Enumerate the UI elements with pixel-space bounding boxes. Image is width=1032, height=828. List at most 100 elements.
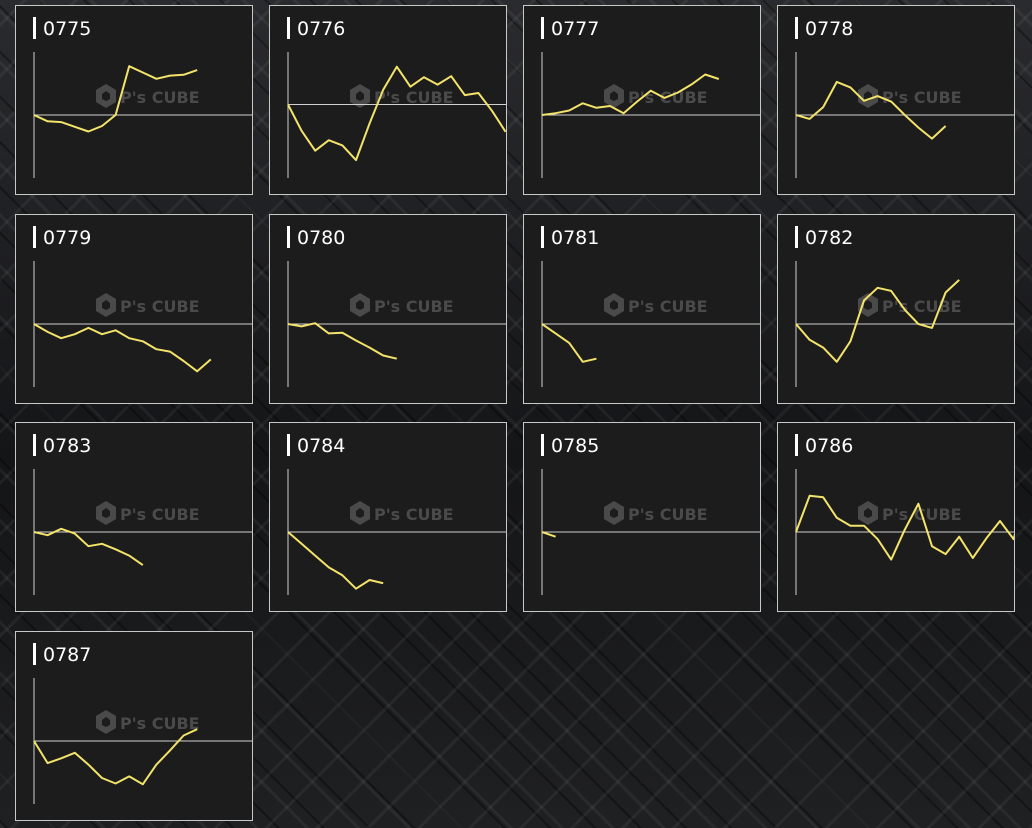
chart-title: 0781	[551, 227, 600, 249]
watermark-brand: P's CUBE	[120, 714, 200, 733]
line-chart: P's CUBE	[33, 261, 252, 387]
watermark: P's CUBE	[350, 84, 454, 108]
title-accent-bar	[287, 226, 290, 248]
chart-panel[interactable]: 0787 P's CUBE	[15, 631, 253, 821]
chart-panel[interactable]: 0783 P's CUBE	[15, 422, 253, 612]
watermark: P's CUBE	[858, 84, 962, 108]
chart-panel[interactable]: 0777 P's CUBE	[523, 5, 761, 195]
line-chart: P's CUBE	[33, 52, 252, 178]
chart-title: 0780	[297, 227, 346, 249]
watermark-brand: P's CUBE	[882, 297, 962, 316]
chart-title: 0777	[551, 18, 600, 40]
watermark: P's CUBE	[350, 501, 454, 525]
cube-logo-icon	[350, 84, 370, 108]
line-chart: P's CUBE	[795, 261, 1014, 387]
chart-title: 0775	[43, 18, 92, 40]
title-accent-bar	[541, 434, 544, 456]
watermark: P's CUBE	[858, 293, 962, 317]
cube-logo-icon	[858, 84, 878, 108]
cube-logo-icon	[350, 293, 370, 317]
chart-panel[interactable]: 0786 P's CUBE	[777, 422, 1015, 612]
watermark: P's CUBE	[96, 710, 200, 734]
title-accent-bar	[33, 17, 36, 39]
cube-logo-icon	[350, 501, 370, 525]
watermark-brand: P's CUBE	[628, 505, 708, 524]
chart-title: 0779	[43, 227, 92, 249]
data-line	[541, 323, 597, 363]
data-line	[287, 531, 384, 590]
title-accent-bar	[33, 434, 36, 456]
chart-panel[interactable]: 0782 P's CUBE	[777, 214, 1015, 404]
title-accent-bar	[541, 17, 544, 39]
title-accent-bar	[795, 226, 798, 248]
title-accent-bar	[287, 17, 290, 39]
cube-logo-icon	[604, 293, 624, 317]
chart-panel[interactable]: 0780 P's CUBE	[269, 214, 507, 404]
title-accent-bar	[287, 434, 290, 456]
watermark-brand: P's CUBE	[374, 88, 454, 107]
line-chart: P's CUBE	[287, 52, 506, 178]
watermark-brand: P's CUBE	[374, 505, 454, 524]
watermark-brand: P's CUBE	[374, 297, 454, 316]
data-line	[795, 494, 1014, 561]
watermark: P's CUBE	[96, 293, 200, 317]
data-line	[795, 80, 947, 140]
chart-panel[interactable]: 0779 P's CUBE	[15, 214, 253, 404]
chart-title: 0785	[551, 435, 600, 457]
line-chart: P's CUBE	[33, 678, 252, 804]
data-line	[287, 322, 398, 360]
data-line	[795, 279, 960, 363]
data-line	[287, 65, 506, 162]
cube-logo-icon	[96, 293, 116, 317]
watermark: P's CUBE	[96, 84, 200, 108]
title-accent-bar	[33, 643, 36, 665]
data-line	[33, 65, 198, 133]
cube-logo-icon	[604, 501, 624, 525]
data-line	[33, 323, 212, 373]
line-chart: P's CUBE	[33, 469, 252, 595]
cube-logo-icon	[96, 710, 116, 734]
data-line	[33, 527, 144, 566]
line-chart: P's CUBE	[287, 469, 506, 595]
cube-logo-icon	[858, 501, 878, 525]
cube-logo-icon	[858, 293, 878, 317]
chart-panel[interactable]: 0781 P's CUBE	[523, 214, 761, 404]
title-accent-bar	[795, 17, 798, 39]
chart-panel[interactable]: 0776 P's CUBE	[269, 5, 507, 195]
line-chart: P's CUBE	[541, 469, 760, 595]
data-line	[541, 73, 720, 116]
data-line	[33, 728, 198, 786]
title-accent-bar	[541, 226, 544, 248]
chart-title: 0787	[43, 644, 92, 666]
title-accent-bar	[795, 434, 798, 456]
line-chart: P's CUBE	[541, 261, 760, 387]
line-chart: P's CUBE	[287, 261, 506, 387]
watermark-brand: P's CUBE	[882, 88, 962, 107]
watermark-brand: P's CUBE	[120, 505, 200, 524]
watermark: P's CUBE	[604, 501, 708, 525]
chart-title: 0783	[43, 435, 92, 457]
chart-panel[interactable]: 0775 P's CUBE	[15, 5, 253, 195]
watermark: P's CUBE	[604, 293, 708, 317]
cube-logo-icon	[96, 501, 116, 525]
line-chart: P's CUBE	[795, 52, 1014, 178]
chart-title: 0776	[297, 18, 346, 40]
cube-logo-icon	[96, 84, 116, 108]
line-chart: P's CUBE	[541, 52, 760, 178]
watermark-brand: P's CUBE	[120, 297, 200, 316]
chart-title: 0778	[805, 18, 854, 40]
watermark: P's CUBE	[96, 501, 200, 525]
chart-title: 0782	[805, 227, 854, 249]
chart-panel[interactable]: 0784 P's CUBE	[269, 422, 507, 612]
data-line	[541, 531, 556, 538]
watermark-brand: P's CUBE	[120, 88, 200, 107]
chart-panel[interactable]: 0778 P's CUBE	[777, 5, 1015, 195]
title-accent-bar	[33, 226, 36, 248]
chart-panel[interactable]: 0785 P's CUBE	[523, 422, 761, 612]
watermark: P's CUBE	[350, 293, 454, 317]
chart-title: 0784	[297, 435, 346, 457]
chart-title: 0786	[805, 435, 854, 457]
watermark-brand: P's CUBE	[628, 297, 708, 316]
cube-logo-icon	[604, 84, 624, 108]
line-chart: P's CUBE	[795, 469, 1014, 595]
